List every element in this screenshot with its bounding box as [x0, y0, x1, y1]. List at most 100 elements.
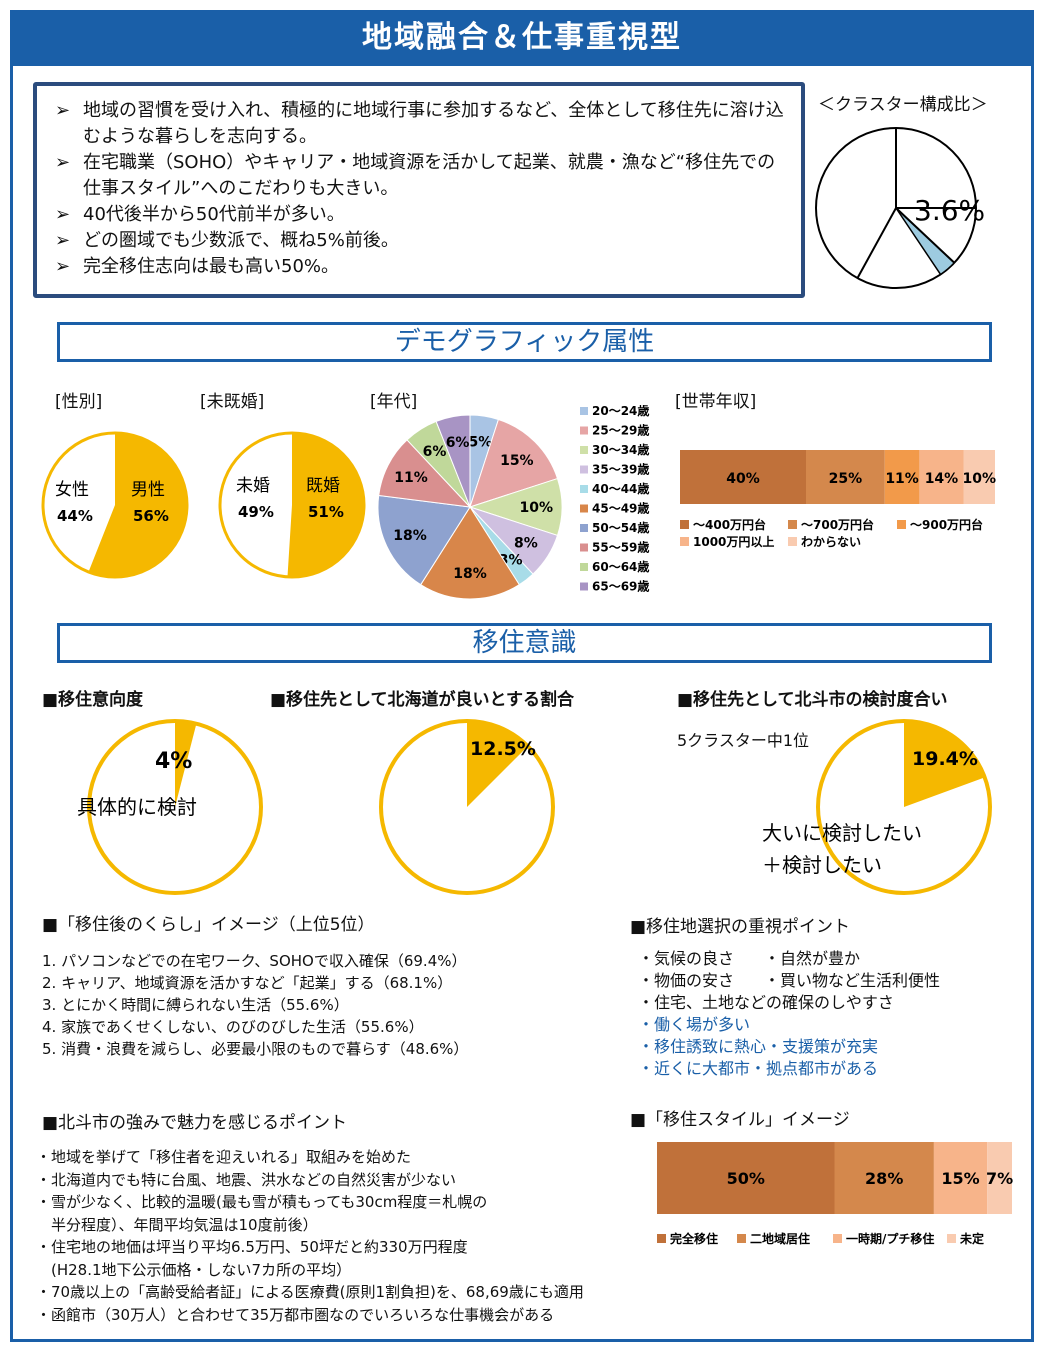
bar-legend-swatch	[788, 537, 797, 546]
life-item: 5. 消費・浪費を減らし、必要最小限のもので暮らす（48.6%）	[42, 1040, 469, 1058]
points-list: ・気候の良さ ・自然が豊か ・物価の安さ ・買い物など生活利便性 ・住宅、土地などの…	[638, 948, 940, 1080]
hokuto-title: ■移住先として北斗市の検討度合い	[677, 690, 948, 710]
life-item: 2. キャリア、地域資源を活かすなど「起業」する（68.1%）	[42, 974, 453, 992]
age-legend-swatch	[580, 485, 588, 493]
age-legend-label: 65～69歳	[592, 579, 649, 594]
bar-segment-label: 40%	[726, 471, 760, 487]
points-heading: ■移住地選択の重視ポイント	[630, 917, 851, 937]
marital-single-value: 49%	[238, 503, 274, 521]
cluster-pie: 3.6%	[815, 127, 985, 289]
age-slice-label: 6%	[423, 444, 447, 460]
hokkaido-value: 12.5%	[470, 738, 536, 760]
age-legend-label: 35～39歳	[592, 462, 649, 477]
point-item: ・自然が豊か	[764, 949, 861, 968]
point-item: ・気候の良さ	[638, 949, 735, 968]
summary-item: 在宅職業（SOHO）やキャリア・地域資源を活かして起業、就農・漁など“移住先での…	[51, 150, 791, 202]
age-legend-swatch	[580, 524, 588, 532]
bar-legend-swatch	[833, 1234, 842, 1243]
hokkaido-pie: 12.5%	[379, 719, 555, 895]
marital-married-value: 51%	[308, 503, 344, 521]
bar-legend-label: 未定	[959, 1231, 984, 1246]
marital-pie: 未婚 49% 既婚 51%	[218, 431, 366, 579]
intent-note: 具体的に検討	[77, 795, 197, 819]
age-legend-label: 25～29歳	[592, 423, 649, 438]
gender-male-slice	[88, 433, 188, 577]
point-item: ・買い物など生活利便性	[764, 971, 941, 990]
age-slice	[469, 418, 559, 508]
bar-segment	[884, 450, 920, 504]
bar-segment-label: 7%	[986, 1169, 1013, 1188]
hokuto-pie: 19.4% 大いに検討したい ＋検討したい	[762, 719, 992, 895]
age-legend-label: 30～34歳	[592, 442, 649, 457]
strength-item: 半分程度）、年間平均気温は10度前後）	[36, 1215, 318, 1234]
age-slice-label: 8%	[514, 535, 538, 551]
age-legend-label: 40～44歳	[592, 481, 649, 496]
strength-item: ・雪が少なく、比較的温暖(最も雪が積もっても30cm程度＝札幌の	[36, 1193, 488, 1211]
bar-segment	[919, 450, 964, 504]
bar-segment-label: 11%	[885, 471, 919, 487]
bar-segment	[834, 1142, 934, 1214]
age-slice-label: 18%	[393, 528, 427, 544]
bar-legend-label: 一時期/プチ移住	[846, 1231, 934, 1246]
income-chart: 40% 25% 11% 14% 10% ～400万円台 ～700万円台 ～900万円台 100…	[680, 450, 996, 549]
bar-legend-label: ～900万円台	[910, 517, 983, 532]
bar-segment	[963, 450, 995, 504]
bar-segment-label: 10%	[962, 471, 996, 487]
age-legend-swatch	[580, 446, 588, 454]
bar-legend-swatch	[680, 537, 689, 546]
style-heading: ■「移住スタイル」イメージ	[630, 1110, 850, 1130]
age-slice-label: 5%	[468, 435, 492, 451]
intent-value: 4%	[155, 749, 192, 774]
bar-legend-swatch	[897, 520, 906, 529]
age-slice-label: 15%	[500, 453, 534, 469]
page-title: 地域融合＆仕事重視型	[10, 10, 1034, 66]
bar-segment	[933, 1142, 988, 1214]
intent-pie: 4% 具体的に検討	[77, 719, 263, 895]
age-chart: 5%15%10%8%3%18%18%11%6%6% 20～24歳25～29歳30…	[377, 405, 649, 600]
section-iju: 移住意識	[57, 623, 992, 663]
life-list: 1. パソコンなどでの在宅ワーク、SOHOで収入確保（69.4%） 2. キャリ…	[42, 950, 468, 1060]
summary-item: 完全移住志向は最も高い50%。	[51, 254, 791, 280]
bar-legend-swatch	[788, 520, 797, 529]
age-slice	[377, 494, 471, 586]
age-legend-label: 50～54歳	[592, 520, 649, 535]
bar-legend-swatch	[947, 1234, 956, 1243]
bar-segment-label: 25%	[829, 471, 863, 487]
marital-married-label: 既婚	[306, 476, 340, 496]
bar-segment-label: 15%	[941, 1169, 979, 1188]
cluster-divider	[856, 207, 897, 279]
strength-item: ・住宅地の地価は坪当り平均6.5万円、50坪だと約330万円程度	[36, 1238, 468, 1256]
bar-segment	[806, 450, 885, 504]
strength-item: ・地域を挙げて「移住者を迎えいれる」取組みを始めた	[36, 1148, 412, 1166]
strengths-heading: ■北斗市の強みで魅力を感じるポイント	[42, 1113, 348, 1133]
age-legend-swatch	[580, 543, 588, 552]
age-legend-swatch	[580, 465, 588, 474]
gender-title: [性別]	[55, 392, 103, 412]
hokuto-value: 19.4%	[912, 748, 978, 770]
point-item-highlight: ・働く場が多い	[638, 1015, 751, 1034]
bar-legend-swatch	[737, 1234, 746, 1243]
summary-item: どの圏域でも少数派で、概ね5%前後。	[51, 228, 791, 254]
age-legend-swatch	[580, 426, 588, 435]
strength-item: ・北海道内でも特に台風、地震、洪水などの自然災害が少ない	[36, 1170, 457, 1189]
bar-segment	[680, 450, 806, 504]
age-legend-label: 60～64歳	[592, 559, 649, 574]
life-heading: ■「移住後のくらし」イメージ（上位5位）	[42, 915, 375, 935]
age-legend-label: 45～49歳	[592, 501, 649, 516]
hokuto-slice	[904, 721, 985, 807]
age-title: [年代]	[370, 392, 418, 412]
age-slice	[435, 414, 471, 508]
intent-title: ■移住意向度	[42, 690, 144, 710]
bar-legend-label: 完全移住	[670, 1231, 718, 1246]
age-legend-swatch	[580, 504, 588, 513]
age-legend-label: 55～59歳	[592, 540, 649, 555]
cluster-divider	[895, 207, 956, 264]
hokuto-note-1: 大いに検討したい	[762, 821, 922, 845]
age-legend-swatch	[580, 582, 588, 591]
gender-female-label: 女性	[55, 480, 89, 500]
strength-item: ・函館市（30万人）と合わせて35万都市圏なのでいろいろな仕事機会がある	[36, 1305, 555, 1324]
intent-slice	[175, 721, 197, 807]
marital-title: [未既婚]	[200, 392, 265, 412]
cluster-label: ＜クラスター構成比＞	[818, 95, 988, 115]
cluster-value: 3.6%	[914, 194, 985, 227]
